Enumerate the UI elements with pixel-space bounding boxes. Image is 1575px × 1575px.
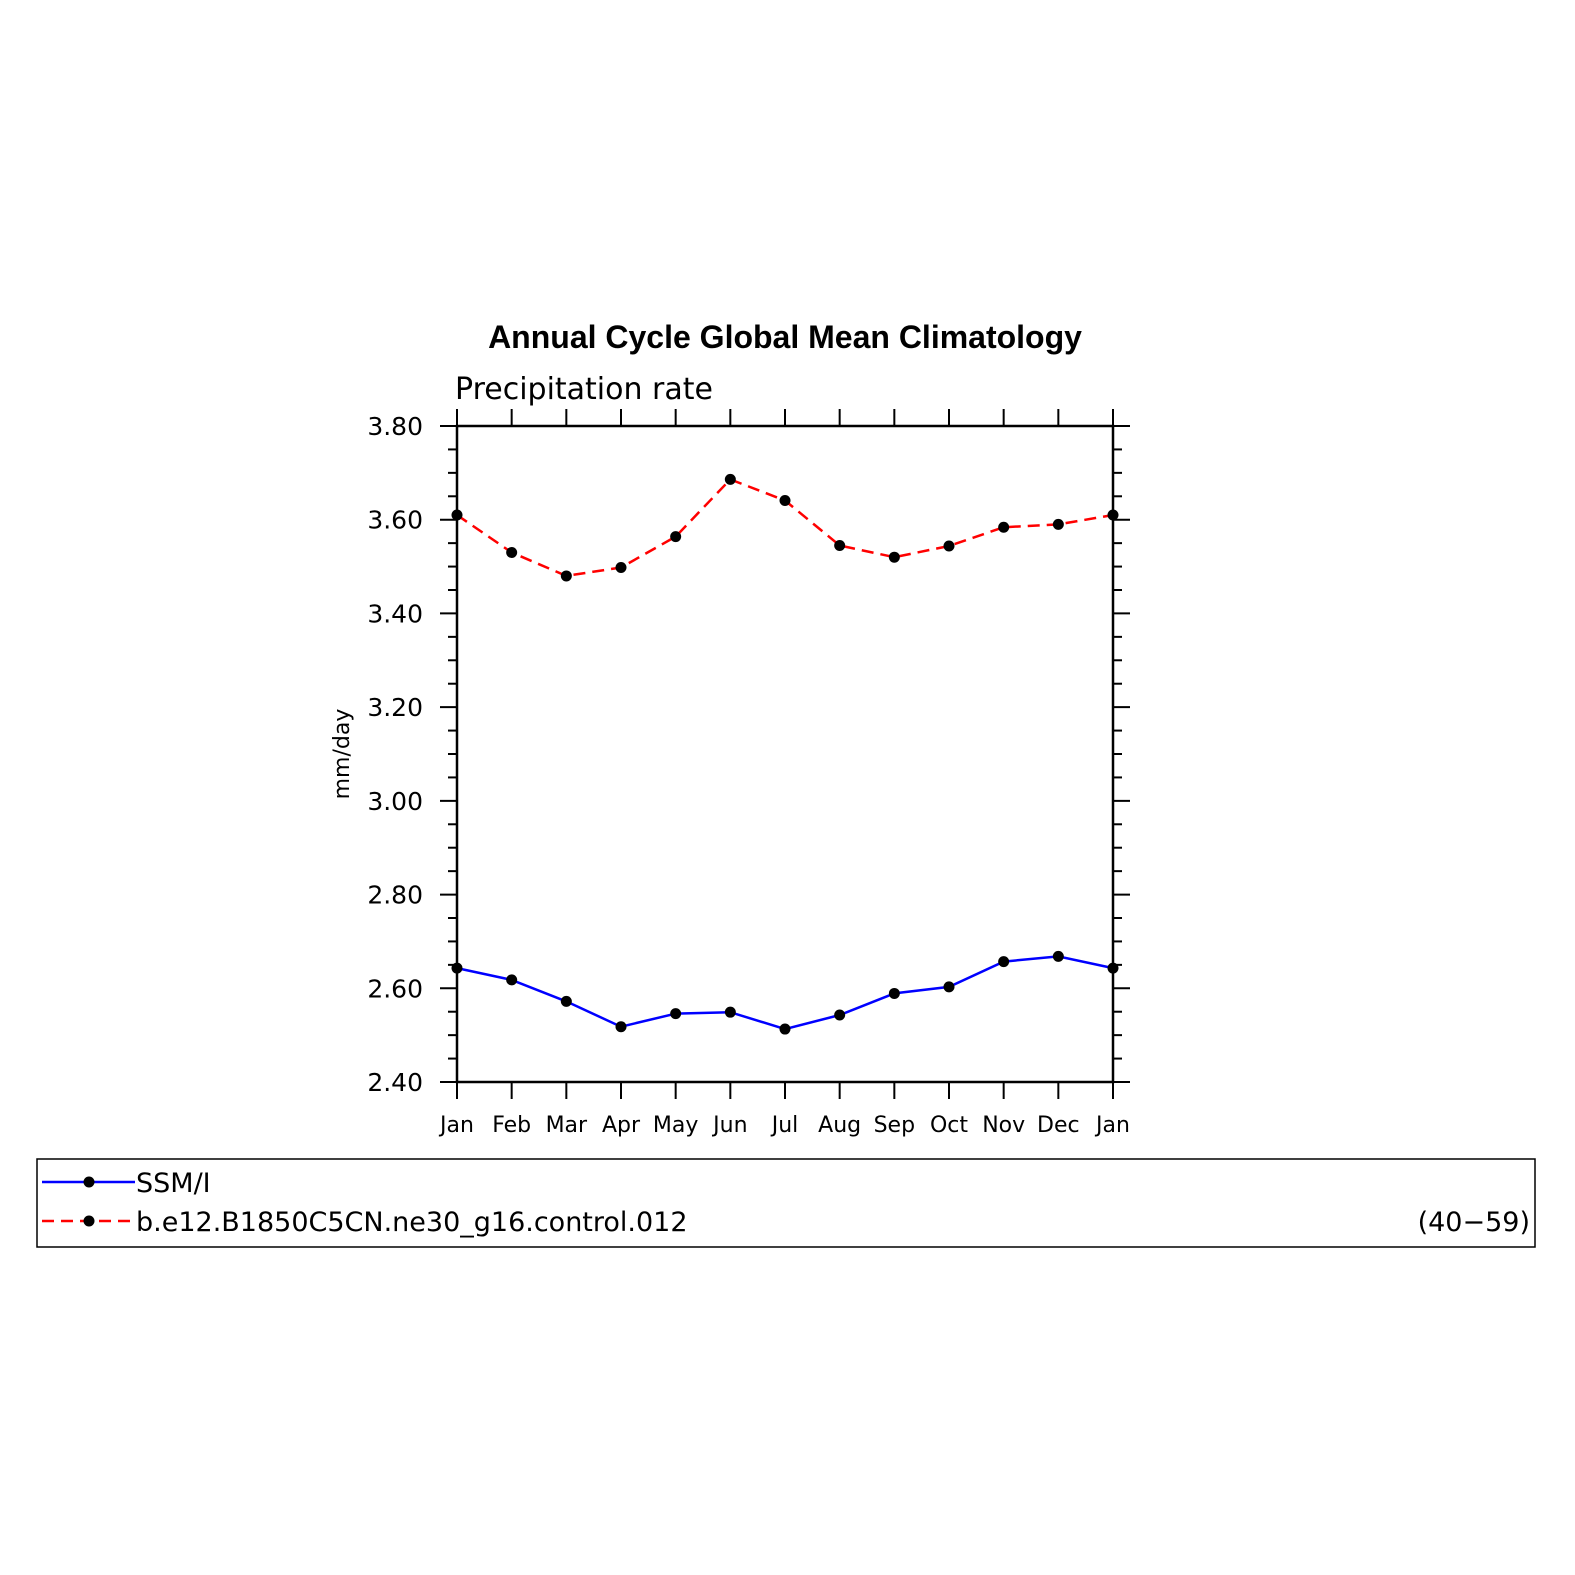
y-tick-label: 3.20 bbox=[367, 693, 423, 722]
legend-box bbox=[36, 1158, 1536, 1248]
y-tick-label: 2.80 bbox=[367, 881, 423, 910]
chart-subtitle: Precipitation rate bbox=[455, 372, 713, 407]
series-1-point bbox=[506, 547, 518, 559]
series-1-point bbox=[834, 539, 846, 551]
legend-years: (40−59) bbox=[1418, 1207, 1530, 1238]
series-1-point bbox=[943, 540, 955, 552]
legend-marker-model bbox=[83, 1215, 95, 1227]
legend-label-model: b.e12.B1850C5CN.ne30_g16.control.012 bbox=[136, 1207, 688, 1238]
legend-marker-ssmi bbox=[83, 1176, 95, 1188]
x-tick-label: Oct bbox=[930, 1113, 968, 1138]
y-tick-label: 3.00 bbox=[367, 787, 423, 816]
x-tick-label: Nov bbox=[982, 1113, 1025, 1138]
y-tick-label: 3.40 bbox=[367, 599, 423, 628]
y-tick-label: 3.80 bbox=[367, 412, 423, 441]
series-layer bbox=[451, 473, 1119, 1035]
series-0-point bbox=[1107, 962, 1119, 974]
series-0-point bbox=[888, 987, 900, 999]
series-1-point bbox=[888, 551, 900, 563]
plot-frame bbox=[455, 424, 1115, 1084]
series-1-point bbox=[670, 531, 682, 543]
series-1-point bbox=[779, 495, 791, 507]
x-tick-label: Aug bbox=[818, 1113, 861, 1138]
x-tick-label: Mar bbox=[546, 1113, 588, 1138]
series-1-point bbox=[1107, 509, 1119, 521]
y-tick-label: 2.60 bbox=[367, 974, 423, 1003]
series-0-point bbox=[779, 1023, 791, 1035]
x-tick-label: May bbox=[653, 1113, 698, 1138]
series-0-point bbox=[451, 962, 463, 974]
series-1-point bbox=[451, 509, 463, 521]
chart-title: Annual Cycle Global Mean Climatology bbox=[488, 319, 1082, 355]
x-tick-label: Jan bbox=[1094, 1113, 1130, 1138]
series-0-point bbox=[1052, 950, 1064, 962]
x-tick-label: Jan bbox=[438, 1113, 474, 1138]
series-0-point bbox=[670, 1008, 682, 1020]
x-tick-label: Apr bbox=[602, 1113, 641, 1138]
y-tick-label: 2.40 bbox=[367, 1068, 423, 1097]
series-0-point bbox=[560, 995, 572, 1007]
series-0-point bbox=[506, 974, 518, 986]
series-0-point bbox=[724, 1006, 736, 1018]
x-tick-label: Dec bbox=[1037, 1113, 1080, 1138]
y-axis-ticks: 2.40 2.60 2.80 3.00 3.20 3.40 3.60 3.80 bbox=[367, 412, 1130, 1097]
series-line-1 bbox=[456, 477, 1114, 578]
series-0-point bbox=[615, 1021, 627, 1033]
series-0-point bbox=[943, 981, 955, 993]
x-axis-ticks: Jan Feb Mar Apr May Jun Jul Aug Sep Oct Nov Dec Jan bbox=[438, 409, 1130, 1138]
series-1-point bbox=[1052, 518, 1064, 530]
series-0-point bbox=[998, 956, 1010, 968]
series-0-point bbox=[834, 1009, 846, 1021]
x-tick-label: Feb bbox=[492, 1113, 531, 1138]
legend: SSM/I b.e12.B1850C5CN.ne30_g16.control.0… bbox=[36, 1158, 1536, 1248]
x-tick-label: Sep bbox=[874, 1113, 915, 1138]
series-1-point bbox=[998, 521, 1010, 533]
legend-label-ssmi: SSM/I bbox=[136, 1168, 211, 1199]
series-1-point bbox=[724, 473, 736, 485]
series-1-point bbox=[615, 562, 627, 574]
y-tick-label: 3.60 bbox=[367, 506, 423, 535]
x-tick-label: Jul bbox=[770, 1113, 799, 1138]
series-line-0 bbox=[456, 955, 1114, 1031]
x-tick-label: Jun bbox=[711, 1113, 747, 1138]
series-1-point bbox=[560, 570, 572, 582]
y-axis-label: mm/day bbox=[330, 709, 355, 800]
